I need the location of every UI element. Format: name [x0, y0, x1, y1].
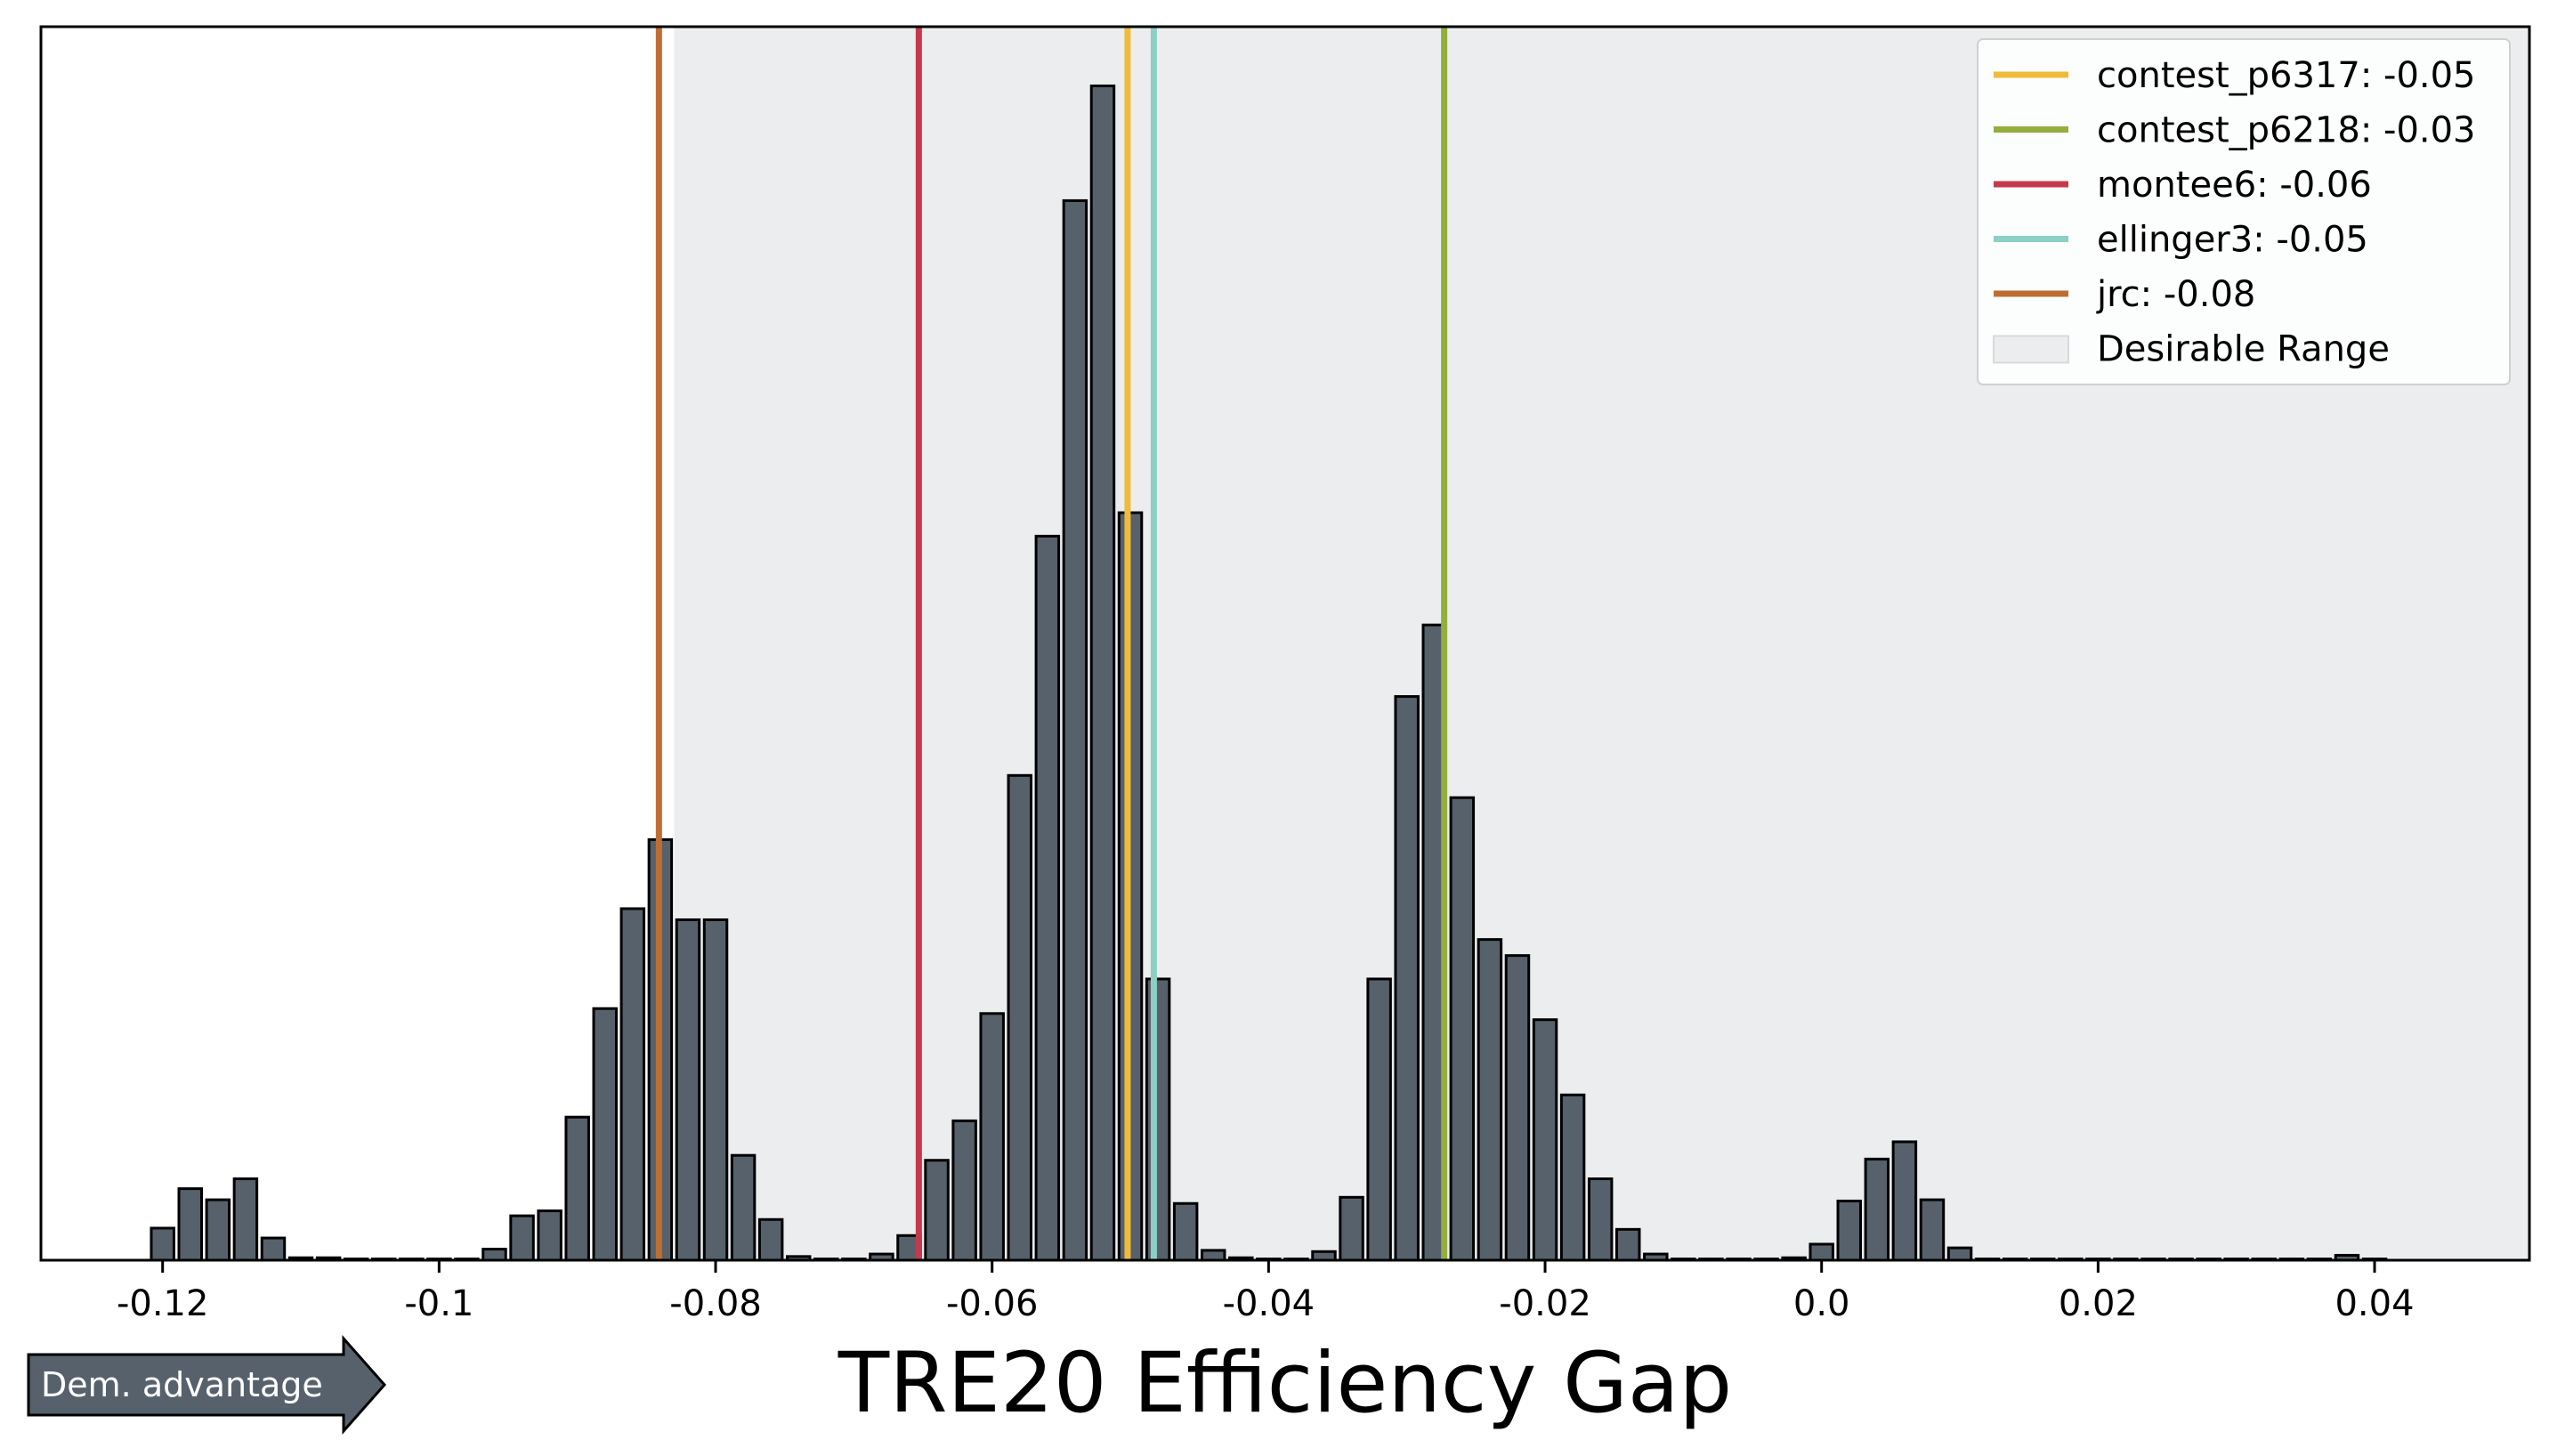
histogram-bar: [150, 1226, 175, 1262]
x-tick-label: -0.06: [946, 1283, 1039, 1324]
histogram-bar: [951, 1119, 977, 1262]
histogram-bar: [1339, 1195, 1364, 1262]
histogram-bar: [619, 907, 646, 1262]
histogram-bar: [1200, 1249, 1226, 1262]
legend-entry: contest_p6218: -0.03: [2097, 110, 2476, 151]
histogram-bar: [1394, 695, 1420, 1262]
histogram-bar: [1007, 773, 1032, 1262]
x-tick-label: 0.04: [2335, 1283, 2414, 1324]
histogram-bar: [1504, 954, 1531, 1262]
legend-entry: contest_p6317: -0.05: [2097, 55, 2476, 96]
histogram-bar: [1864, 1157, 1890, 1262]
reference-lines: [655, 27, 1448, 1260]
histogram-bar: [1449, 796, 1476, 1262]
histogram-bar: [1809, 1242, 1834, 1262]
histogram-bar: [757, 1217, 784, 1262]
histogram-bar: [730, 1153, 757, 1262]
x-axis-ticks: -0.12 -0.1 -0.08 -0.06 -0.04 -0.02 0.0 0.02 0.04: [117, 1260, 2415, 1324]
histogram-bar: [1919, 1198, 1946, 1262]
histogram-bar: [702, 918, 729, 1262]
histogram-bars: [150, 85, 2388, 1262]
plot-frame: [39, 25, 2531, 1262]
histogram-bar: [1034, 534, 1061, 1262]
histogram-bar: [1062, 198, 1088, 1262]
histogram-bar: [1587, 1177, 1614, 1262]
x-tick-label: -0.12: [117, 1283, 209, 1324]
histogram-bar: [1559, 1093, 1586, 1262]
histogram-bar: [232, 1177, 259, 1262]
histogram-bar: [177, 1187, 203, 1262]
arrow-right-icon: [27, 1335, 387, 1435]
histogram-bar: [1532, 1018, 1558, 1262]
histogram-bar: [1891, 1140, 1918, 1262]
histogram-bar: [537, 1209, 562, 1262]
histogram-bar: [1145, 977, 1171, 1262]
histogram-bar: [564, 1115, 590, 1262]
x-tick-label: -0.04: [1223, 1283, 1315, 1324]
x-tick-label: -0.1: [404, 1283, 473, 1324]
histogram-bar: [592, 1007, 618, 1262]
legend-swatch-desirable-range: [1993, 335, 2069, 364]
x-tick-label: 0.02: [2059, 1283, 2138, 1324]
histogram-bar: [1366, 977, 1392, 1262]
histogram-bar: [1089, 85, 1116, 1262]
legend: contest_p6317: -0.05 contest_p6218: -0.03…: [1977, 38, 2511, 385]
x-tick-label: -0.08: [669, 1283, 762, 1324]
histogram-bar: [675, 918, 701, 1262]
histogram-bar: [924, 1159, 950, 1262]
histogram-bar: [1836, 1199, 1862, 1262]
histogram-bar: [205, 1198, 231, 1262]
legend-entry: ellinger3: -0.05: [2097, 220, 2368, 261]
histogram-bar: [979, 1012, 1005, 1262]
histogram-bar: [1614, 1227, 1641, 1262]
histogram-bar: [1946, 1246, 1973, 1262]
histogram-bar: [260, 1236, 287, 1262]
histogram-bar: [509, 1214, 535, 1262]
x-tick-label: -0.02: [1499, 1283, 1591, 1324]
x-tick-label: 0.0: [1793, 1283, 1850, 1324]
legend-entry: montee6: -0.06: [2097, 165, 2372, 206]
legend-box: [1977, 38, 2511, 385]
legend-entry: jrc: -0.08: [2096, 274, 2255, 315]
histogram-bar: [1477, 938, 1503, 1262]
legend-entry: Desirable Range: [2097, 329, 2390, 370]
histogram-bar: [1172, 1201, 1199, 1262]
dem-advantage-annotation: Dem. advantage: [27, 1335, 387, 1435]
x-axis-label: TRE20 Efficiency Gap: [838, 1335, 1732, 1432]
histogram-bar: [481, 1248, 507, 1262]
dem-advantage-label: Dem. advantage: [41, 1365, 323, 1404]
